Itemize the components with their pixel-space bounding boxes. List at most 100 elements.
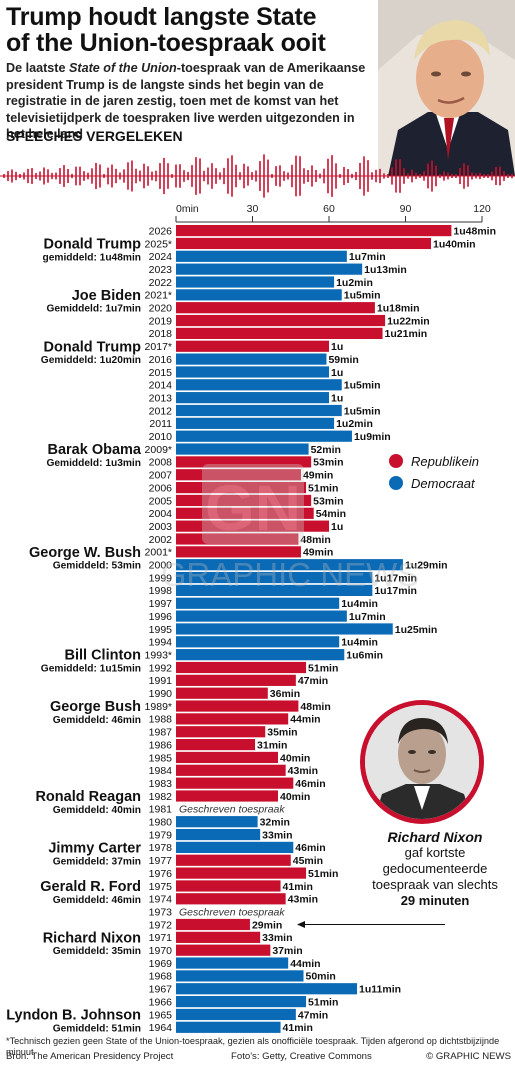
bar: [176, 546, 301, 558]
nixon-callout-line-1: gaf kortste: [404, 845, 466, 860]
year-label: 2017*: [145, 341, 172, 353]
year-label: 2006: [149, 482, 173, 494]
bar: [176, 289, 342, 301]
intro-text: De laatste State of the Union-toespraak …: [6, 60, 376, 143]
bar-value-label: 1u7min: [349, 251, 386, 263]
year-label: 1998: [149, 585, 173, 597]
year-label: 1975: [149, 881, 173, 893]
bar-value-label: 43min: [288, 894, 318, 906]
bar-value-label: 51min: [308, 482, 338, 494]
tick-label: 120: [473, 203, 491, 215]
intro-part-1: De laatste: [6, 61, 69, 75]
year-label: 1996: [149, 611, 173, 623]
bar: [176, 623, 393, 635]
president-average: Gemiddeld: 46min: [53, 715, 141, 726]
legend-label-democrat: Democraat: [411, 475, 475, 491]
year-label: 1993*: [145, 649, 172, 661]
year-label: 1964: [149, 1022, 173, 1034]
bar-value-label: 1u: [331, 341, 343, 353]
year-label: 1988: [149, 714, 173, 726]
republican-dot-icon: [389, 454, 403, 468]
bar: [176, 713, 289, 725]
bar: [176, 610, 347, 622]
bar-value-label: 1u22min: [387, 315, 430, 327]
bar-value-label: 1u: [331, 392, 343, 404]
bar: [176, 687, 268, 699]
year-label: 1972: [149, 919, 173, 931]
footnote: *Technisch gezien geen State of the Unio…: [6, 1036, 500, 1057]
year-label: 1984: [149, 765, 173, 777]
bar-value-label: 1u5min: [344, 405, 381, 417]
tick-label: 90: [400, 203, 412, 215]
bar: [176, 559, 403, 571]
year-label: 2016: [149, 354, 173, 366]
bar-value-label: 33min: [262, 829, 292, 841]
bar: [176, 430, 352, 442]
written-speech-note: Geschreven toespraak: [179, 906, 285, 918]
year-label: 1979: [149, 829, 173, 841]
bar-value-label: 47min: [298, 675, 328, 687]
president-average: Gemiddeld: 1u3min: [46, 458, 141, 469]
bar: [176, 404, 342, 417]
year-label: 1997: [149, 598, 173, 610]
bar-value-label: 1u17min: [374, 572, 417, 584]
year-label: 1983: [149, 778, 173, 790]
year-label: 2025*: [145, 238, 172, 250]
tick-label: 30: [247, 203, 259, 215]
year-label: 2026: [149, 225, 173, 237]
bar: [176, 276, 335, 288]
bar: [176, 880, 281, 892]
bar-value-label: 1u13min: [364, 264, 407, 276]
bar: [176, 674, 296, 686]
year-label: 1986: [149, 739, 173, 751]
bar-value-label: 48min: [300, 534, 330, 546]
president-average: Gemiddeld: 40min: [53, 805, 141, 816]
bar: [176, 918, 250, 931]
bar: [176, 828, 261, 841]
bar-value-label: 47min: [298, 1009, 328, 1021]
bar-value-label: 1u5min: [344, 290, 381, 302]
year-label: 2012: [149, 405, 173, 417]
bar-value-label: 54min: [316, 508, 346, 520]
bar: [176, 970, 304, 982]
bar: [176, 584, 373, 596]
bar-value-label: 1u5min: [344, 380, 381, 392]
bar: [176, 597, 340, 609]
year-label: 2008: [149, 457, 173, 469]
year-label: 1967: [149, 984, 173, 996]
bar-value-label: 1u2min: [336, 418, 373, 430]
president-average: Gemiddeld: 53min: [53, 561, 141, 572]
bar-value-label: 44min: [290, 958, 320, 970]
year-label: 2002: [149, 534, 173, 546]
bar-value-label: 40min: [280, 752, 310, 764]
bar: [176, 726, 266, 738]
year-label: 1989*: [145, 701, 172, 713]
year-label: 1999: [149, 572, 173, 584]
year-label: 1987: [149, 727, 173, 739]
president-name: George W. Bush: [29, 545, 141, 561]
year-label: 2024: [149, 251, 173, 263]
year-label: 1965: [149, 1009, 173, 1021]
bar-value-label: 1u21min: [385, 328, 428, 340]
year-label: 2013: [149, 392, 173, 404]
bar: [176, 944, 271, 956]
president-average: Gemiddeld: 46min: [53, 895, 141, 906]
bar-value-label: 46min: [295, 778, 325, 790]
bar-value-label: 32min: [260, 817, 290, 829]
bar: [176, 777, 294, 789]
bar: [176, 1008, 296, 1021]
year-label: 2001*: [145, 547, 172, 559]
bar: [176, 571, 373, 584]
bar: [176, 931, 261, 943]
bar: [176, 854, 291, 866]
bar: [176, 533, 299, 545]
president-average: Gemiddeld: 1u15min: [41, 664, 141, 675]
bar: [176, 867, 307, 879]
president-average: Gemiddeld: 51min: [53, 1023, 141, 1034]
page-title: Trump houdt langste State of the Union-t…: [6, 3, 326, 57]
year-label: 1968: [149, 971, 173, 983]
bar: [176, 661, 307, 674]
bar: [176, 816, 258, 828]
bar: [176, 649, 345, 661]
